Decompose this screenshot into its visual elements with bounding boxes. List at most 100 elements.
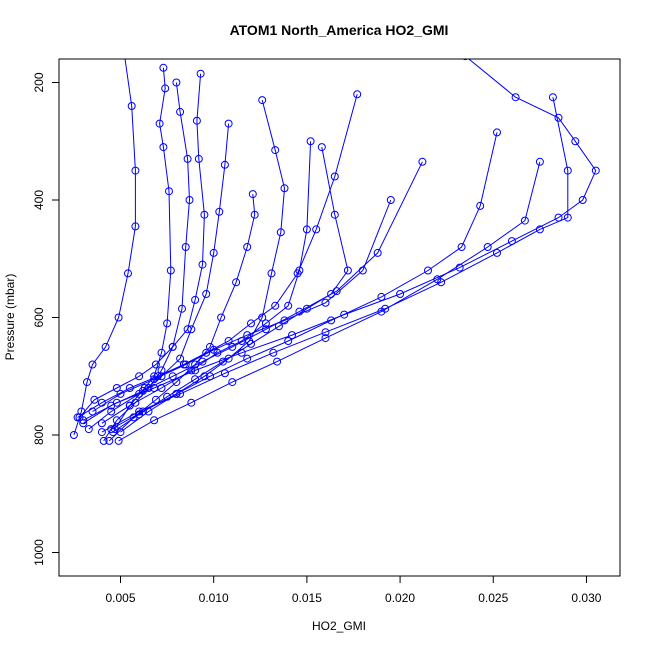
- data-point: [108, 20, 115, 27]
- data-point: [554, 113, 563, 122]
- series-line: [92, 199, 392, 412]
- data-point: [483, 243, 492, 251]
- data-point: [220, 160, 229, 169]
- x-axis-label: HO2_GMI: [312, 619, 366, 633]
- data-point: [578, 196, 587, 204]
- data-point: [243, 354, 252, 363]
- data-point: [127, 102, 136, 110]
- data-point: [150, 416, 159, 425]
- series-line: [82, 161, 423, 424]
- data-point: [135, 407, 144, 416]
- data-point: [183, 154, 192, 163]
- data-point: [224, 337, 233, 345]
- series-14: [114, 157, 544, 445]
- data-point: [418, 157, 427, 166]
- data-point: [247, 339, 255, 348]
- data-point: [271, 301, 280, 310]
- data-point: [343, 266, 352, 275]
- data-point: [248, 190, 257, 199]
- series-line: [118, 161, 541, 442]
- y-tick-label: 1000: [32, 539, 46, 566]
- data-point: [165, 187, 173, 196]
- x-tick-label: 0.010: [199, 591, 229, 605]
- y-axis-label: Pressure (mbar): [3, 274, 17, 361]
- data-point: [135, 372, 144, 381]
- data-point: [200, 210, 209, 219]
- data-point: [131, 222, 140, 231]
- data-point: [198, 357, 207, 366]
- series-line: [77, 94, 358, 418]
- data-point: [306, 137, 315, 146]
- y-tick-label: 800: [32, 425, 46, 445]
- data-point: [520, 216, 529, 225]
- data-point: [548, 93, 557, 102]
- series-line: [101, 141, 312, 424]
- data-point: [327, 316, 336, 325]
- data-point: [155, 119, 164, 128]
- data-point: [330, 172, 339, 181]
- data-point: [114, 436, 123, 445]
- data-point: [97, 428, 106, 437]
- data-point: [101, 342, 110, 351]
- series-15: [79, 59, 600, 425]
- data-point: [176, 389, 185, 398]
- series-line: [110, 132, 498, 430]
- data-point: [105, 436, 114, 445]
- data-point: [150, 375, 159, 384]
- data-point: [276, 228, 285, 237]
- data-point: [90, 395, 99, 404]
- data-point: [114, 313, 123, 322]
- series-line: [88, 123, 230, 430]
- x-tick-label: 0.015: [292, 591, 322, 605]
- data-point: [69, 431, 78, 439]
- data-point: [194, 154, 203, 163]
- data-point: [176, 107, 185, 116]
- data-point: [157, 348, 166, 357]
- data-point: [340, 310, 349, 319]
- data-point: [181, 360, 190, 369]
- data-point: [191, 375, 200, 384]
- y-tick-label: 600: [32, 307, 46, 327]
- data-point: [273, 357, 282, 366]
- data-point: [161, 84, 170, 93]
- data-point: [535, 225, 544, 234]
- data-point: [462, 59, 469, 61]
- data-point: [88, 360, 97, 369]
- data-point: [198, 260, 207, 269]
- chart-title: ATOM1 North_America HO2_GMI: [230, 22, 449, 38]
- data-point: [220, 369, 229, 378]
- data-point: [269, 348, 278, 357]
- data-point: [373, 248, 382, 257]
- data-point: [535, 157, 544, 166]
- data-point: [267, 269, 276, 278]
- data-point: [112, 384, 121, 392]
- data-point: [511, 93, 520, 102]
- data-point: [124, 269, 132, 278]
- data-point: [150, 384, 159, 392]
- plot-frame: [58, 58, 621, 577]
- data-point: [437, 278, 446, 287]
- data-point: [191, 295, 200, 304]
- data-point: [321, 298, 330, 307]
- data-point: [271, 146, 280, 155]
- data-point: [209, 248, 218, 257]
- data-point: [83, 378, 91, 387]
- data-point: [97, 398, 106, 407]
- data-point: [187, 325, 196, 334]
- data-point: [302, 225, 311, 234]
- data-point: [317, 143, 326, 152]
- data-point: [321, 334, 330, 343]
- data-point: [217, 313, 226, 322]
- data-point: [159, 143, 168, 152]
- data-point: [131, 166, 140, 175]
- data-point: [591, 166, 600, 175]
- data-point: [107, 407, 116, 416]
- data-point: [181, 243, 190, 251]
- data-point: [121, 50, 128, 57]
- x-tick-label: 0.030: [571, 591, 601, 605]
- series-16: [97, 93, 572, 437]
- data-point: [196, 69, 205, 78]
- data-point: [209, 345, 218, 354]
- data-point: [191, 366, 200, 375]
- data-point: [476, 201, 485, 210]
